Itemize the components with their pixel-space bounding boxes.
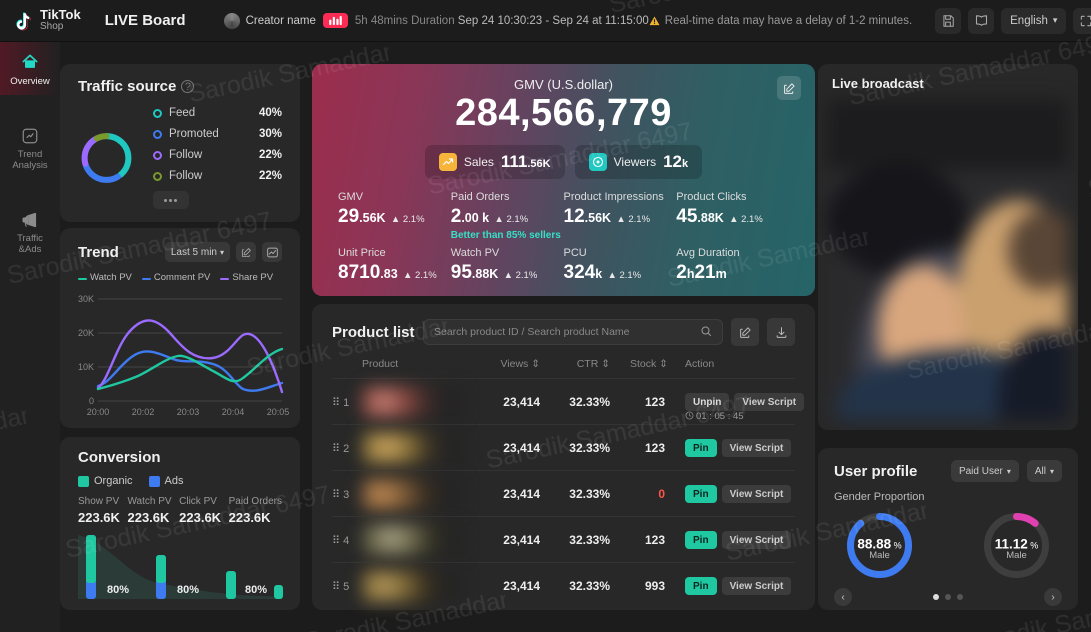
svg-text:20:04: 20:04 <box>222 407 245 417</box>
svg-text:80%: 80% <box>245 584 267 596</box>
svg-text:30K: 30K <box>78 294 94 304</box>
svg-text:80%: 80% <box>107 584 129 596</box>
svg-text:20:00: 20:00 <box>87 407 110 417</box>
svg-text:20:03: 20:03 <box>177 407 200 417</box>
svg-text:80%: 80% <box>177 584 199 596</box>
svg-text:20:02: 20:02 <box>132 407 155 417</box>
svg-text:20:05: 20:05 <box>267 407 290 417</box>
svg-text:10K: 10K <box>78 362 94 372</box>
svg-text:0: 0 <box>89 396 94 406</box>
svg-text:20K: 20K <box>78 328 94 338</box>
